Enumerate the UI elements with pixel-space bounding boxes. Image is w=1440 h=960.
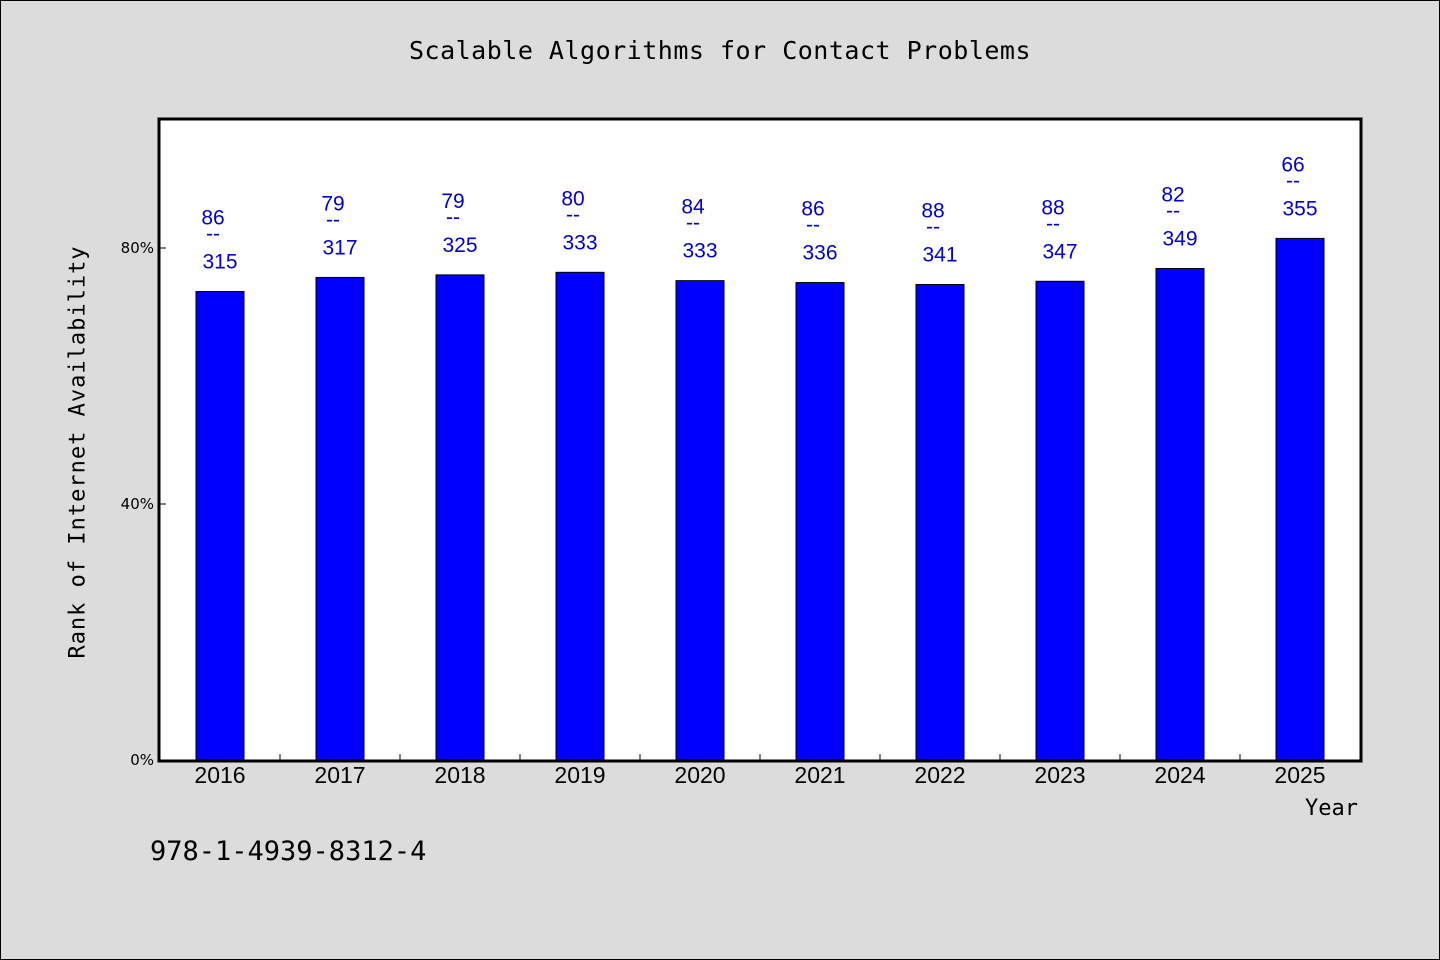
data-label-dash: -- <box>566 203 580 226</box>
bar-2018 <box>435 274 485 761</box>
x-tick-label: 2022 <box>914 762 965 788</box>
data-label-top: 86 <box>201 207 224 230</box>
data-label-dash: -- <box>806 214 820 237</box>
x-tick-label: 2020 <box>674 762 725 788</box>
data-label-top: 88 <box>921 199 944 222</box>
data-label-bottom: 333 <box>682 240 717 263</box>
data-label-dash: -- <box>326 208 340 231</box>
data-label-dash: -- <box>1046 212 1060 235</box>
data-label-dash: -- <box>926 215 940 238</box>
bar-2017 <box>315 276 365 761</box>
bar-2020 <box>675 280 725 761</box>
data-label-top: 79 <box>441 190 464 213</box>
data-label-bottom: 333 <box>562 231 597 254</box>
data-label-top: 66 <box>1281 153 1304 176</box>
data-label-bottom: 349 <box>1162 227 1197 250</box>
data-label-top: 82 <box>1161 183 1184 206</box>
data-label-top: 84 <box>681 196 705 219</box>
data-label-bottom: 347 <box>1042 240 1077 263</box>
data-label-bottom: 315 <box>202 251 237 274</box>
bar-2021 <box>795 282 845 761</box>
data-label-dash: -- <box>1286 169 1300 192</box>
x-tick-label: 2023 <box>1034 762 1085 788</box>
bar-2022 <box>915 283 965 761</box>
data-label-dash: -- <box>446 206 460 229</box>
data-label-bottom: 341 <box>922 243 957 266</box>
footer-isbn: 978-1-4939-8312-4 <box>150 836 427 867</box>
bar-2024 <box>1155 267 1205 761</box>
data-label-dash: -- <box>1166 199 1180 222</box>
bar-2016 <box>195 291 245 761</box>
data-label-top: 79 <box>321 192 344 215</box>
y-tick-label: 0% <box>130 751 154 769</box>
bar-2019 <box>555 271 605 761</box>
x-tick-label: 2025 <box>1274 762 1325 788</box>
data-label-top: 80 <box>561 187 584 210</box>
x-axis-label: Year <box>1305 796 1358 821</box>
y-tick-label: 40% <box>121 495 154 513</box>
x-tick-label: 2021 <box>794 762 845 788</box>
data-label-bottom: 355 <box>1282 197 1317 220</box>
x-tick-label: 2018 <box>434 762 485 788</box>
data-label-top: 86 <box>801 198 824 221</box>
bar-2023 <box>1035 280 1085 761</box>
x-tick-label: 2016 <box>194 762 245 788</box>
x-tick-label: 2019 <box>554 762 605 788</box>
x-tick-label: 2017 <box>314 762 365 788</box>
data-label-top: 88 <box>1041 196 1064 219</box>
y-tick-label: 80% <box>121 239 154 257</box>
data-label-bottom: 325 <box>442 234 477 257</box>
data-label-dash: -- <box>206 223 220 246</box>
x-tick-label: 2024 <box>1154 762 1205 788</box>
data-label-dash: -- <box>686 212 700 235</box>
bar-2025 <box>1275 237 1325 761</box>
chart-title: Scalable Algorithms for Contact Problems <box>408 36 1032 65</box>
data-label-bottom: 336 <box>802 242 837 265</box>
data-label-bottom: 317 <box>322 236 357 259</box>
